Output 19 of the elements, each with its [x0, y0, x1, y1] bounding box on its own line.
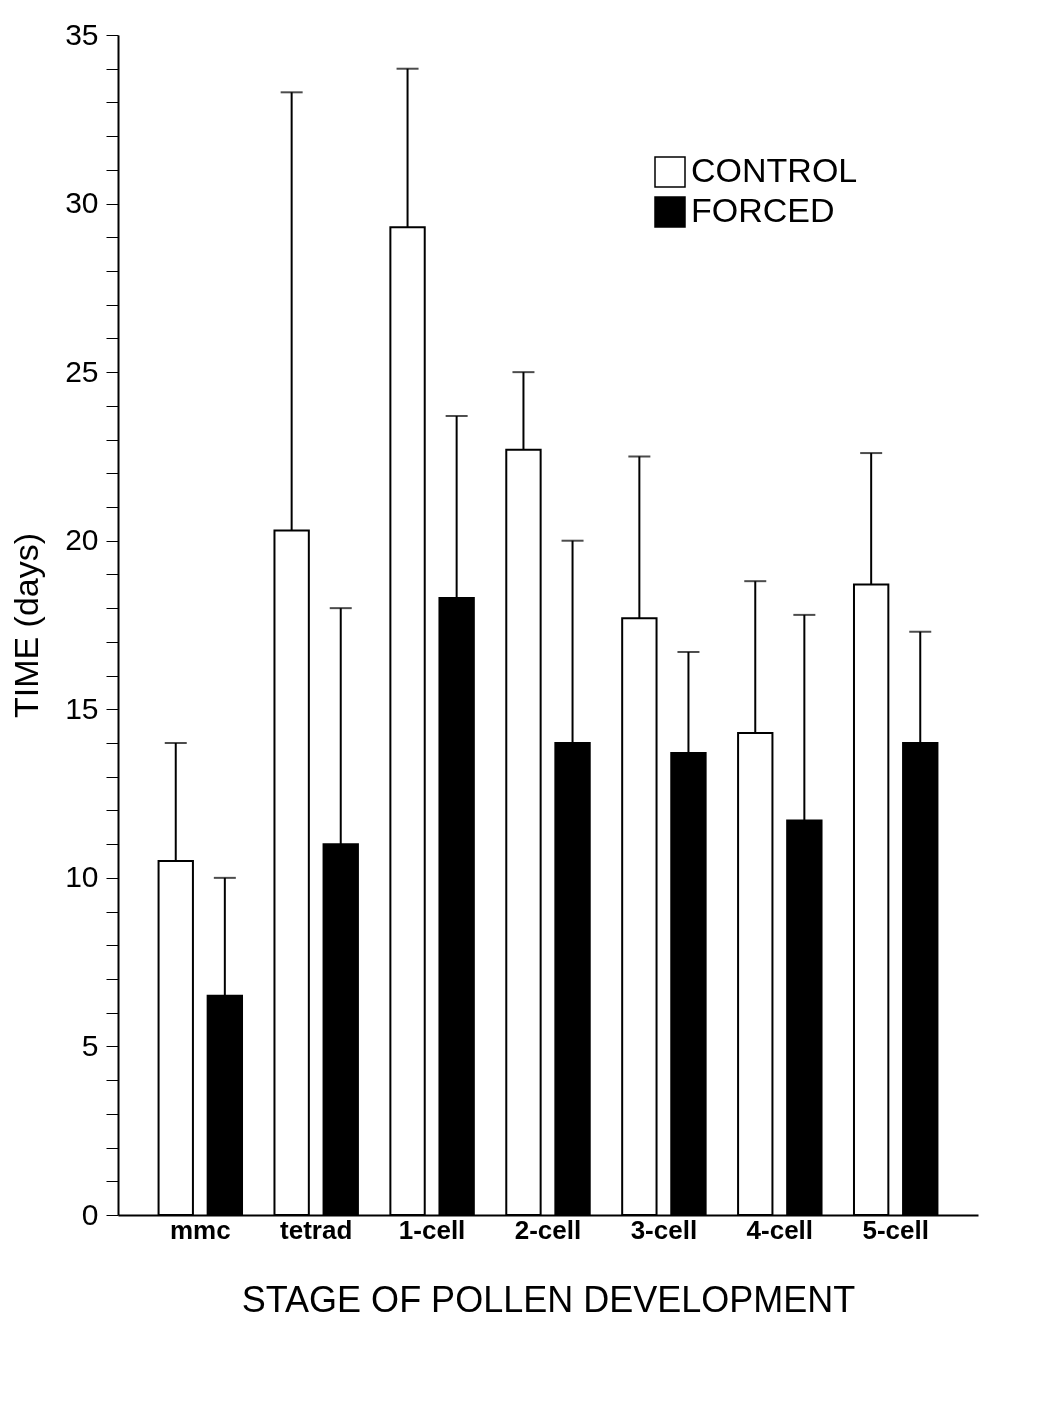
y-tick-label: 25 — [65, 354, 99, 388]
legend-label: CONTROL — [691, 151, 858, 189]
legend-label: FORCED — [691, 191, 835, 229]
y-tick-label: 30 — [65, 186, 99, 220]
x-tick-label: 3-cell — [630, 1214, 698, 1245]
y-tick-label: 15 — [65, 691, 99, 725]
x-tick-label: 4-cell — [746, 1214, 814, 1245]
x-tick-label: 5-cell — [862, 1214, 929, 1245]
x-tick-label: 1-cell — [398, 1214, 466, 1245]
y-tick-label: 10 — [65, 860, 99, 894]
x-tick-label: tetrad — [280, 1214, 353, 1245]
x-tick-label: mmc — [169, 1214, 231, 1245]
y-tick-label: 5 — [81, 1028, 99, 1062]
x-axis-title: STAGE OF POLLEN DEVELOPMENT — [241, 1278, 856, 1320]
y-tick-label: 35 — [65, 17, 99, 51]
y-tick-label: 20 — [65, 523, 99, 557]
x-tick-label: 2-cell — [514, 1214, 582, 1245]
y-tick-label: 0 — [81, 1197, 99, 1231]
y-axis-title: TIME (days) — [7, 532, 46, 719]
